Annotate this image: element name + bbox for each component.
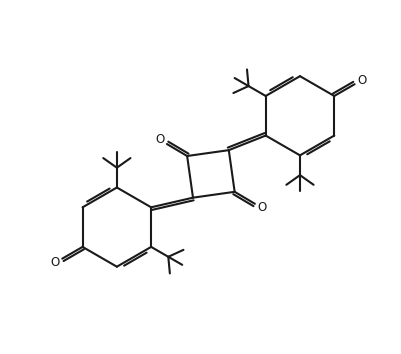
Text: O: O <box>51 256 60 269</box>
Text: O: O <box>257 201 266 215</box>
Text: O: O <box>155 133 164 147</box>
Text: O: O <box>356 74 365 87</box>
